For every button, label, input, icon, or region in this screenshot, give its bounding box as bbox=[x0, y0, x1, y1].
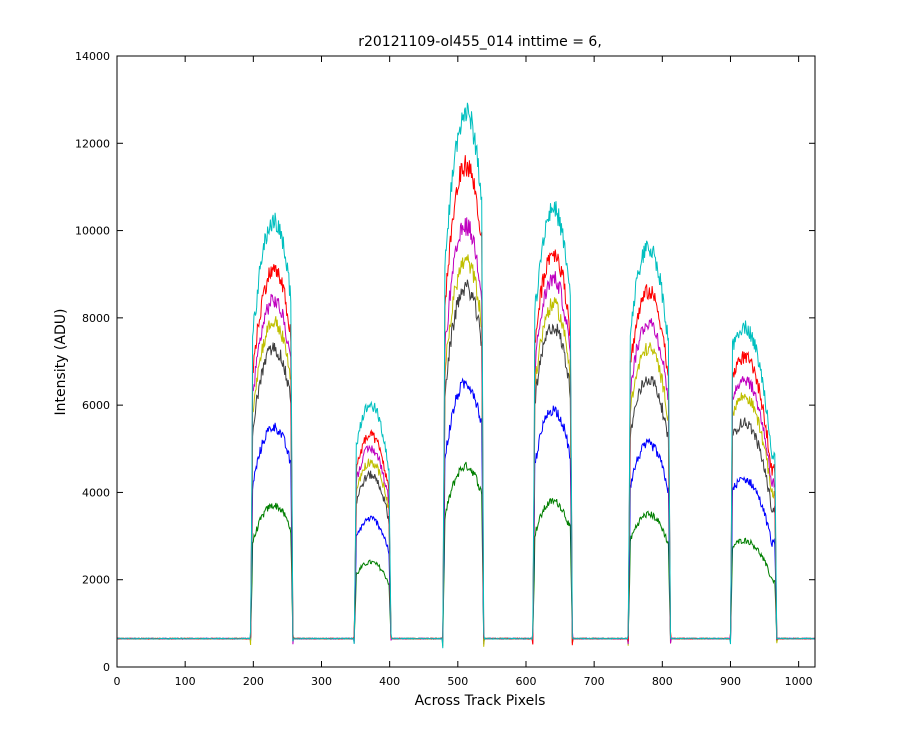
y-tick-label: 12000 bbox=[75, 137, 110, 150]
x-tick-label: 200 bbox=[243, 675, 264, 688]
x-tick-label: 600 bbox=[515, 675, 536, 688]
x-axis-label: Across Track Pixels bbox=[415, 693, 546, 709]
x-tick-label: 700 bbox=[584, 675, 605, 688]
series-line-7 bbox=[116, 102, 816, 649]
x-tick-label: 0 bbox=[114, 675, 121, 688]
y-tick-label: 2000 bbox=[82, 574, 110, 587]
y-tick-label: 14000 bbox=[75, 50, 110, 63]
x-tick-label: 400 bbox=[379, 675, 400, 688]
axes-box bbox=[116, 55, 816, 668]
plot-background bbox=[117, 56, 815, 667]
chart-title: r20121109-ol455_014 inttime = 6, bbox=[358, 34, 602, 50]
y-tick-label: 10000 bbox=[75, 225, 110, 238]
x-tick-label: 900 bbox=[720, 675, 741, 688]
x-tick-label: 800 bbox=[652, 675, 673, 688]
series-group bbox=[116, 102, 816, 649]
plot-area bbox=[117, 56, 815, 667]
y-tick-label: 6000 bbox=[82, 399, 110, 412]
x-tick-label: 100 bbox=[175, 675, 196, 688]
y-tick-label: 4000 bbox=[82, 486, 110, 499]
x-tick-label: 1000 bbox=[785, 675, 813, 688]
y-axis-label: Intensity (ADU) bbox=[53, 309, 69, 416]
x-tick-label: 500 bbox=[447, 675, 468, 688]
y-tick-label: 0 bbox=[103, 661, 110, 674]
y-tick-label: 8000 bbox=[82, 312, 110, 325]
x-tick-label: 300 bbox=[311, 675, 332, 688]
axes: 0 100 200 300 400 500 600 700 800 900 100002000400… bbox=[75, 50, 816, 688]
